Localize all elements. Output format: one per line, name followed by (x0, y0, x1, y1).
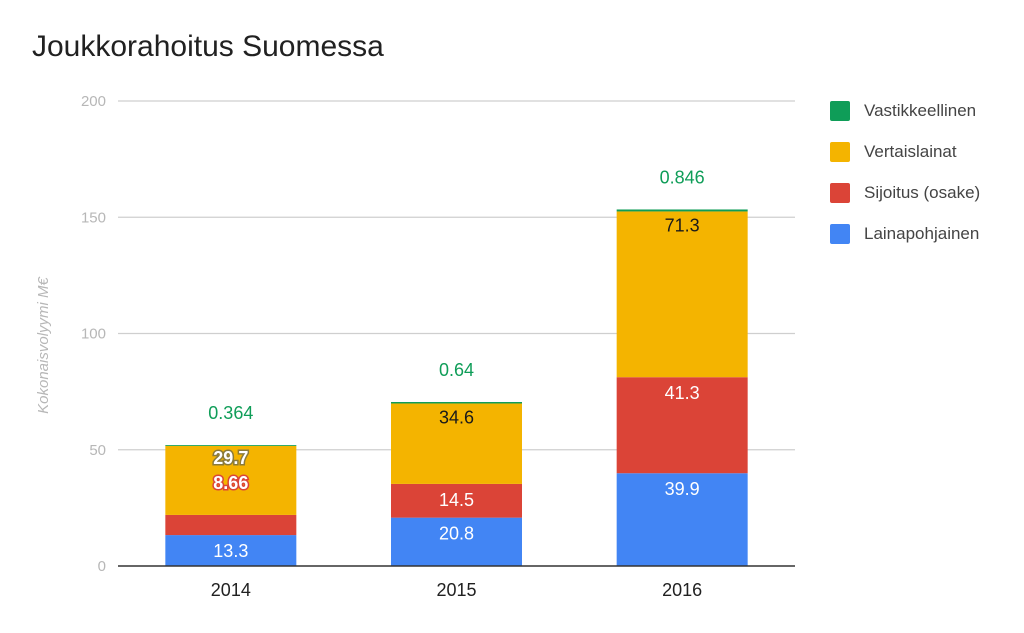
bar-vastikkeellinen-2014 (165, 445, 297, 446)
data-label-sijoitus-osake--2015: 14.5 (439, 490, 474, 510)
data-label-sijoitus-osake--2014: 8.66 (213, 473, 248, 493)
legend-swatch (830, 141, 850, 162)
bar-sijoitus-osake--2014 (165, 514, 297, 536)
y-axis-title: Kokonaisvolyymi M€ (35, 276, 52, 413)
bar-lainapohjainen-2015 (391, 517, 522, 566)
data-label-lainapohjainen-2015: 20.8 (439, 524, 474, 544)
legend-label: Vastikkeellinen (864, 100, 977, 120)
data-label-sijoitus-osake--2016: 41.3 (665, 383, 700, 403)
data-label-vertaislainat-2016: 71.3 (665, 215, 700, 235)
bar-vertaislainat-2015 (391, 403, 522, 484)
data-labels-layer: 13.3 8.66 29.7 0.364 20.8 14.5 34.6 0.64 39.9 41.… (208, 167, 704, 561)
legend: Vastikkeellinen Vertaislainat Sijoitus (os… (830, 90, 980, 254)
bar-sijoitus-osake--2015 (391, 483, 522, 518)
bar-lainapohjainen-2014 (165, 535, 297, 566)
legend-item-sijoitus-osake-: Sijoitus (osake) (830, 172, 980, 213)
legend-item-vertaislainat: Vertaislainat (830, 131, 980, 172)
data-label-lainapohjainen-2014: 13.3 (213, 541, 248, 561)
data-label-vertaislainat-2015: 34.6 (439, 407, 474, 427)
y-tick-label: 200 (81, 93, 106, 110)
data-label-lainapohjainen-2016: 39.9 (665, 479, 700, 499)
bar-lainapohjainen-2016 (616, 473, 748, 566)
bar-vastikkeellinen-2015 (391, 401, 522, 404)
bar-vertaislainat-2016 (616, 211, 748, 378)
legend-label: Lainapohjainen (864, 223, 980, 243)
legend-label: Sijoitus (osake) (864, 182, 981, 202)
data-label-vastikkeellinen-2016: 0.846 (660, 167, 705, 187)
legend-swatch (830, 223, 850, 244)
bar-vertaislainat-2014 (165, 445, 297, 515)
data-label-vastikkeellinen-2015: 0.64 (439, 360, 474, 380)
y-tick-label: 100 (81, 326, 106, 343)
y-tick-label: 50 (89, 442, 106, 459)
axis-layer: 0 50 100 150 200 Kokonaisvolyymi M€ 2014 2015 20… (35, 93, 795, 600)
data-label-vertaislainat-2014: 29.7 (213, 448, 248, 468)
chart-title: Joukkorahoitus Suomessa (32, 30, 384, 63)
x-tick-label: 2014 (211, 580, 251, 600)
y-tick-label: 0 (98, 558, 106, 575)
legend-item-lainapohjainen: Lainapohjainen (830, 213, 980, 254)
y-tick-label: 150 (81, 209, 106, 226)
x-tick-label: 2015 (436, 580, 476, 600)
legend-swatch (830, 100, 850, 121)
data-label-vastikkeellinen-2014: 0.364 (208, 403, 253, 423)
legend-swatch (830, 182, 850, 203)
bar-vastikkeellinen-2016 (616, 209, 748, 212)
x-tick-label: 2016 (662, 580, 702, 600)
legend-label: Vertaislainat (864, 141, 957, 161)
bar-sijoitus-osake--2016 (616, 377, 748, 474)
bars-layer (165, 209, 748, 566)
legend-item-vastikkeellinen: Vastikkeellinen (830, 90, 980, 131)
